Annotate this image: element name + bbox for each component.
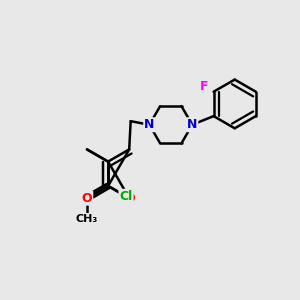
Text: CH₃: CH₃ (76, 214, 98, 224)
Text: Cl: Cl (119, 190, 133, 203)
Text: O: O (124, 192, 134, 205)
Text: N: N (144, 118, 154, 131)
Text: O: O (82, 192, 92, 205)
Text: N: N (187, 118, 197, 131)
Text: F: F (200, 80, 208, 93)
